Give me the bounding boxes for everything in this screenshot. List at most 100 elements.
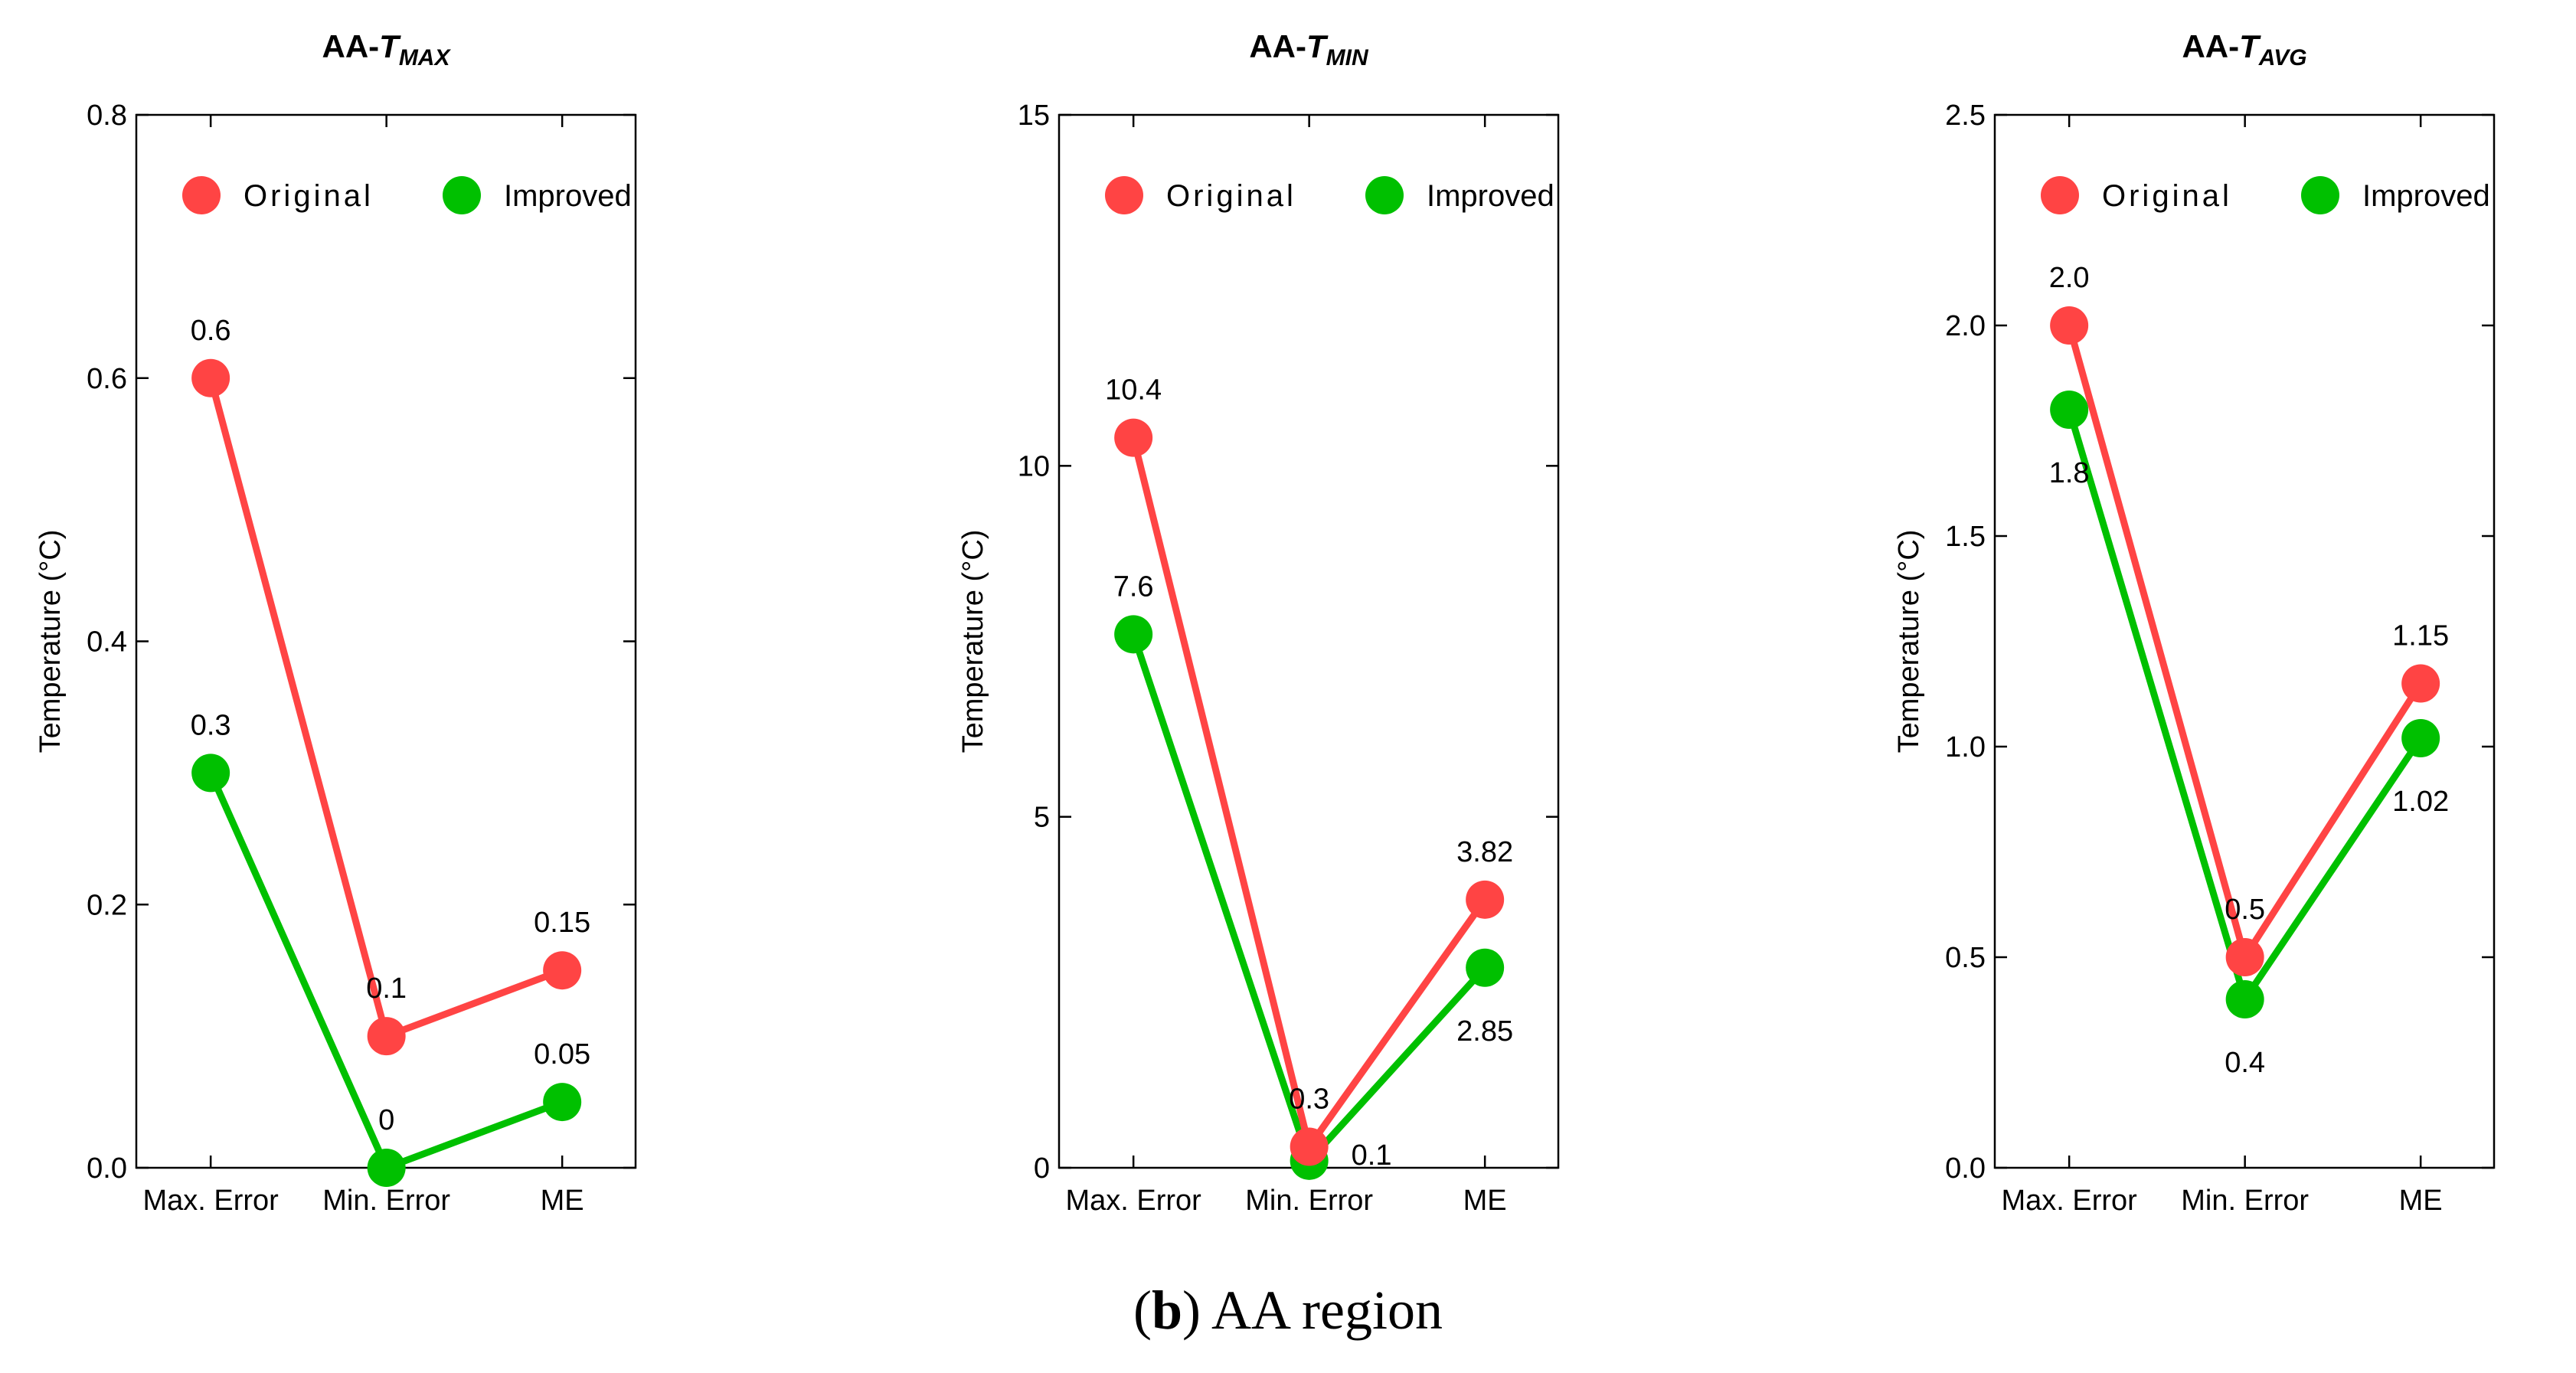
data-point-original <box>2401 664 2440 703</box>
data-point-original <box>2225 938 2264 976</box>
x-tick-label: Max. Error <box>142 1185 279 1217</box>
chart-title: AA-TMAX <box>322 28 452 70</box>
legend: Original Improved <box>1105 176 1554 214</box>
x-tick-label: Min. Error <box>2181 1185 2309 1217</box>
data-point-original <box>367 1017 406 1056</box>
data-point-original <box>1466 880 1505 919</box>
data-label-original: 0.1 <box>366 973 407 1005</box>
legend: Original Improved <box>2041 176 2490 214</box>
data-label-improved: 0.4 <box>2225 1047 2265 1079</box>
data-label-original: 10.4 <box>1105 374 1162 407</box>
y-tick-label: 0.8 <box>87 100 127 132</box>
legend-label-improved: Improved <box>1427 179 1554 213</box>
chart-panel-1: AA-TMAX 0.0 0.2 0.4 0.6 0.8 Max. Error Min. Err… <box>34 28 637 1217</box>
chart-title-variable: T <box>379 28 401 64</box>
legend-marker-improved <box>2301 176 2339 214</box>
data-point-improved <box>367 1149 406 1187</box>
y-tick-label: 0 <box>1034 1152 1050 1185</box>
x-tick-label: ME <box>2399 1185 2443 1217</box>
x-tick-label: Min. Error <box>1245 1185 1373 1217</box>
y-tick-label: 0.2 <box>87 889 127 921</box>
legend-marker-original <box>2041 176 2079 214</box>
plot-frame <box>135 113 637 1169</box>
legend-marker-improved <box>443 176 481 214</box>
y-tick-label: 2.0 <box>1945 310 1986 342</box>
data-label-improved: 1.8 <box>2049 457 2090 489</box>
chart-title: AA-TMIN <box>1249 28 1369 70</box>
data-label-original: 0.5 <box>2225 894 2265 926</box>
chart-title-prefix: AA- <box>322 28 380 64</box>
x-tick-label: Max. Error <box>1065 1185 1201 1217</box>
x-tick-label: ME <box>541 1185 584 1217</box>
caption-text: AA region <box>1211 1280 1443 1341</box>
x-tick-label: Min. Error <box>322 1185 450 1217</box>
series-line-original <box>2065 324 2424 961</box>
data-label-original: 3.82 <box>1456 836 1513 868</box>
y-tick-label: 5 <box>1034 802 1050 834</box>
y-axis-label: Temperature (°C) <box>1893 530 1925 754</box>
chart-title-variable: T <box>1306 28 1329 64</box>
data-point-improved <box>543 1083 582 1122</box>
y-tick-label: 15 <box>1018 100 1050 132</box>
legend-label-original: Original <box>2102 179 2232 213</box>
y-axis-label: Temperature (°C) <box>957 530 989 754</box>
chart-title-variable: T <box>2239 28 2261 64</box>
data-label-improved: 2.85 <box>1456 1015 1513 1048</box>
data-label-improved: 7.6 <box>1113 570 1154 603</box>
data-point-improved <box>1466 948 1505 987</box>
data-point-improved <box>2050 391 2089 429</box>
data-label-improved: 1.02 <box>2392 786 2449 818</box>
legend-marker-improved <box>1365 176 1404 214</box>
data-label-improved: 0.3 <box>191 709 231 741</box>
legend: Original Improved <box>182 176 632 214</box>
data-label-improved: 0.1 <box>1352 1139 1392 1172</box>
legend-marker-original <box>182 176 221 214</box>
data-point-original <box>2050 306 2089 345</box>
y-axis-label: Temperature (°C) <box>34 530 67 754</box>
data-label-improved: 0.05 <box>534 1038 590 1071</box>
y-tick-label: 1.0 <box>1945 731 1986 763</box>
y-tick-label: 2.5 <box>1945 100 1986 132</box>
data-point-original <box>543 951 582 990</box>
chart-title: AA-TAVG <box>2182 28 2306 70</box>
chart-title-subscript: MIN <box>1326 45 1369 70</box>
legend-label-original: Original <box>244 179 374 213</box>
data-label-improved: 0 <box>378 1104 394 1136</box>
data-point-improved <box>2401 719 2440 757</box>
chart-panel-2: AA-TMIN 0 5 10 15 Max. Error Min. Error ME Tempe… <box>957 28 1560 1217</box>
y-tick-label: 10 <box>1018 450 1050 482</box>
chart-title-prefix: AA- <box>1249 28 1306 64</box>
chart-title-subscript: AVG <box>2258 45 2307 70</box>
chart-title-prefix: AA- <box>2182 28 2239 64</box>
legend-label-original: Original <box>1166 179 1296 213</box>
x-tick-label: ME <box>1463 1185 1507 1217</box>
legend-marker-original <box>1105 176 1143 214</box>
y-tick-label: 0.5 <box>1945 942 1986 974</box>
legend-label-improved: Improved <box>2362 179 2490 213</box>
y-tick-label: 1.5 <box>1945 521 1986 553</box>
y-tick-label: 0.6 <box>87 363 127 395</box>
data-point-improved <box>2225 980 2264 1018</box>
y-tick-label: 0.0 <box>1945 1152 1986 1185</box>
data-label-original: 1.15 <box>2392 620 2449 652</box>
data-point-original <box>1290 1127 1329 1166</box>
y-tick-label: 0.0 <box>87 1152 127 1185</box>
data-label-original: 0.15 <box>534 907 590 939</box>
chart-panel-3: AA-TAVG 0.0 0.5 1.0 1.5 2.0 2.5 Max. Error Min. … <box>1893 28 2496 1217</box>
data-point-improved <box>1114 615 1153 654</box>
data-label-original: 0.3 <box>1289 1084 1329 1116</box>
series-line-improved <box>1129 633 1488 1165</box>
data-point-original <box>191 358 230 397</box>
data-label-original: 0.6 <box>191 315 231 347</box>
x-tick-label: Max. Error <box>2001 1185 2137 1217</box>
y-tick-label: 0.4 <box>87 626 127 659</box>
chart-title-subscript: MAX <box>399 45 452 70</box>
figure-caption: (b) AA region <box>1133 1280 1443 1341</box>
series-line-original <box>207 377 564 1040</box>
data-label-original: 2.0 <box>2049 262 2090 294</box>
legend-label-improved: Improved <box>504 179 632 213</box>
data-point-original <box>1114 418 1153 457</box>
caption-letter: b <box>1151 1280 1183 1341</box>
data-point-improved <box>191 754 230 793</box>
